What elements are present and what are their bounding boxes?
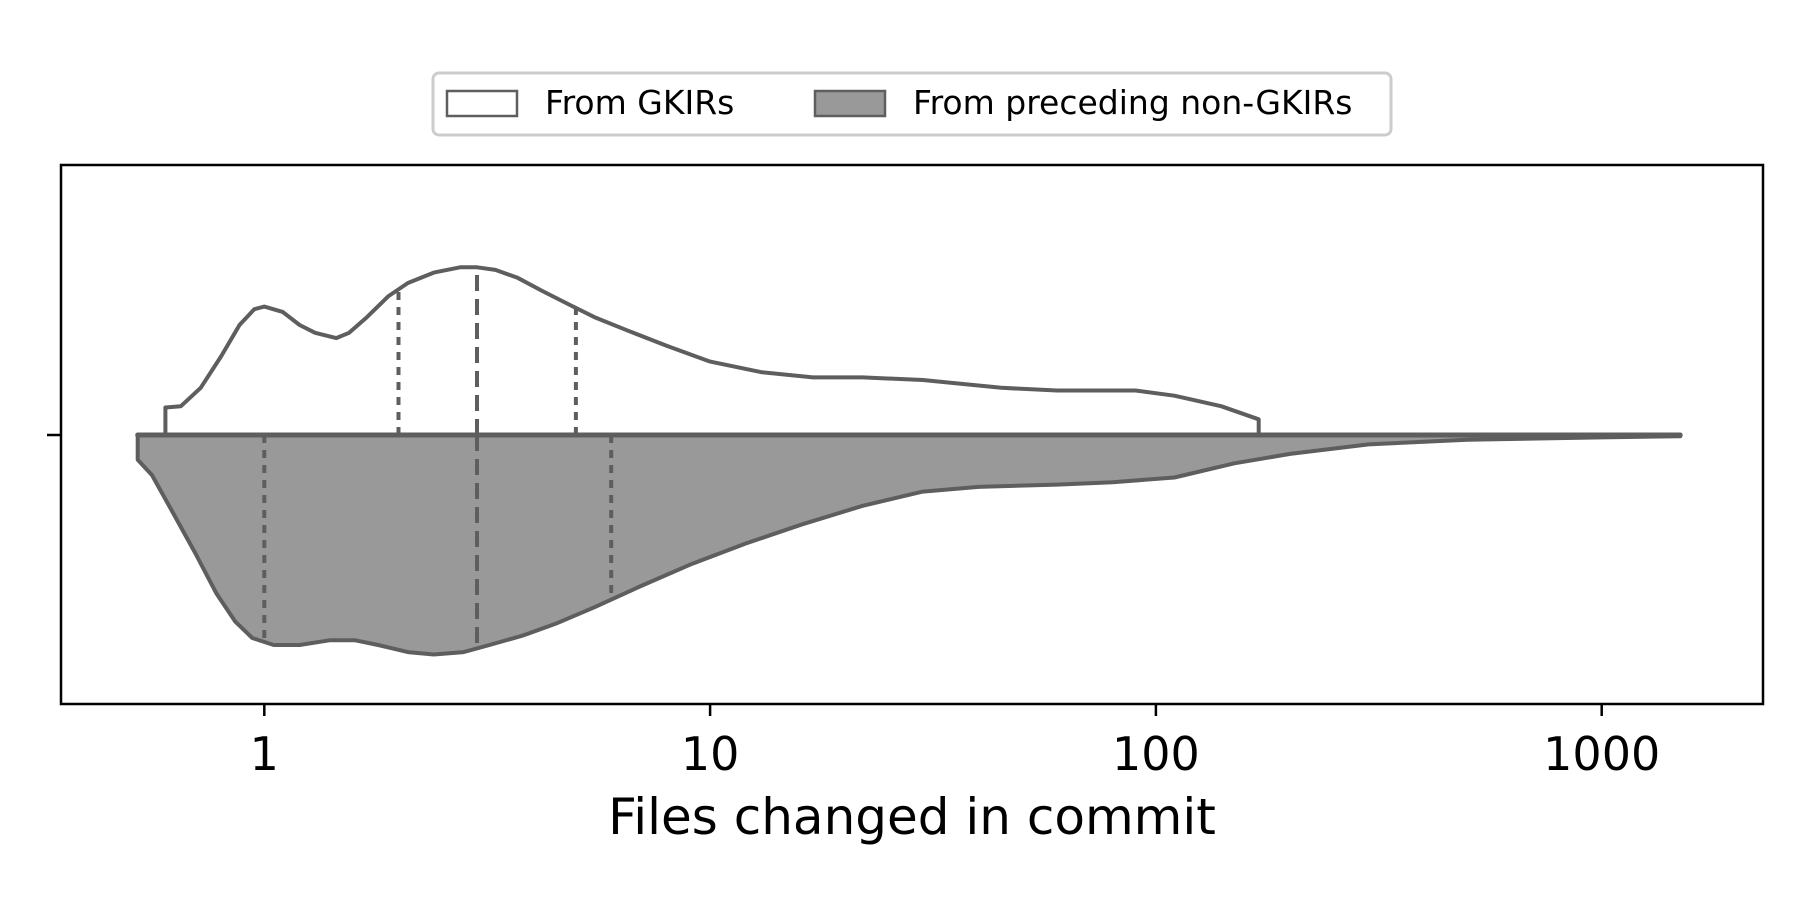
x-tick-label: 100 bbox=[1112, 727, 1200, 781]
legend-label: From GKIRs bbox=[545, 83, 734, 122]
x-axis-label: Files changed in commit bbox=[608, 788, 1216, 846]
violin-lower-body bbox=[135, 433, 1683, 657]
axes: 1 10 100 1000 bbox=[47, 163, 1765, 781]
legend: From GKIRs From preceding non-GKIRs bbox=[431, 71, 1393, 137]
legend-box bbox=[431, 71, 1393, 137]
legend-swatch bbox=[813, 89, 887, 118]
x-tick-label: 1000 bbox=[1543, 727, 1660, 781]
legend-swatch bbox=[445, 89, 519, 118]
x-tick-label: 1 bbox=[250, 727, 279, 781]
x-tick-label: 10 bbox=[681, 727, 740, 781]
plot-area bbox=[135, 265, 1683, 657]
violin-upper-body bbox=[163, 265, 1261, 437]
legend-label: From preceding non-GKIRs bbox=[913, 83, 1352, 122]
